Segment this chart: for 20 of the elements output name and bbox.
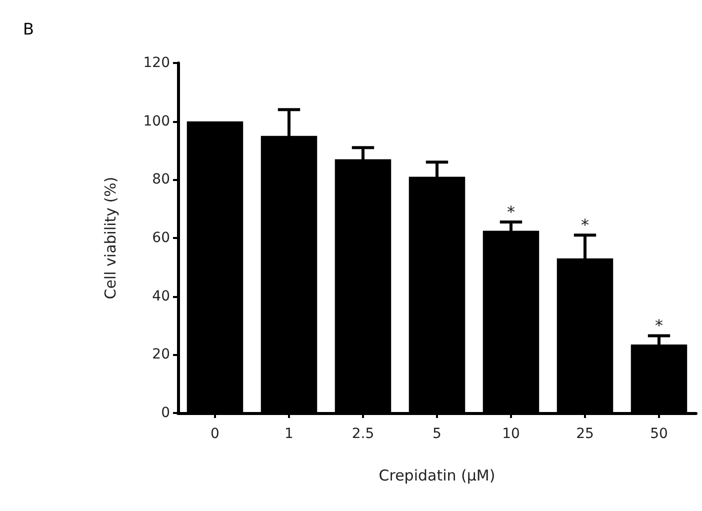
annotation: * bbox=[655, 316, 663, 336]
y-tick-label: 120 bbox=[143, 55, 170, 71]
x-tick-label: 0 bbox=[210, 426, 220, 442]
x-tick-label: 5 bbox=[432, 426, 442, 442]
y-tick-label: 20 bbox=[152, 346, 170, 363]
y-axis-title: Cell viability (%) bbox=[102, 176, 120, 300]
y-tick-label: 40 bbox=[152, 288, 170, 304]
annotation: * bbox=[581, 216, 589, 235]
x-tick-label: 50 bbox=[650, 426, 668, 442]
x-tick-label: 25 bbox=[576, 426, 594, 442]
x-tick-label: 2.5 bbox=[352, 426, 374, 442]
y-tick-label: 100 bbox=[143, 113, 170, 130]
y-tick-label: 60 bbox=[152, 230, 170, 246]
text: B bbox=[23, 20, 34, 38]
annotation: * bbox=[507, 202, 515, 222]
x-axis-title: Crepidatin (μM) bbox=[378, 466, 496, 484]
x-tick-label: 1 bbox=[284, 426, 294, 442]
y-tick-label: 80 bbox=[152, 172, 170, 188]
x-tick-label: 10 bbox=[502, 426, 520, 442]
y-tick-label: 0 bbox=[161, 405, 170, 421]
